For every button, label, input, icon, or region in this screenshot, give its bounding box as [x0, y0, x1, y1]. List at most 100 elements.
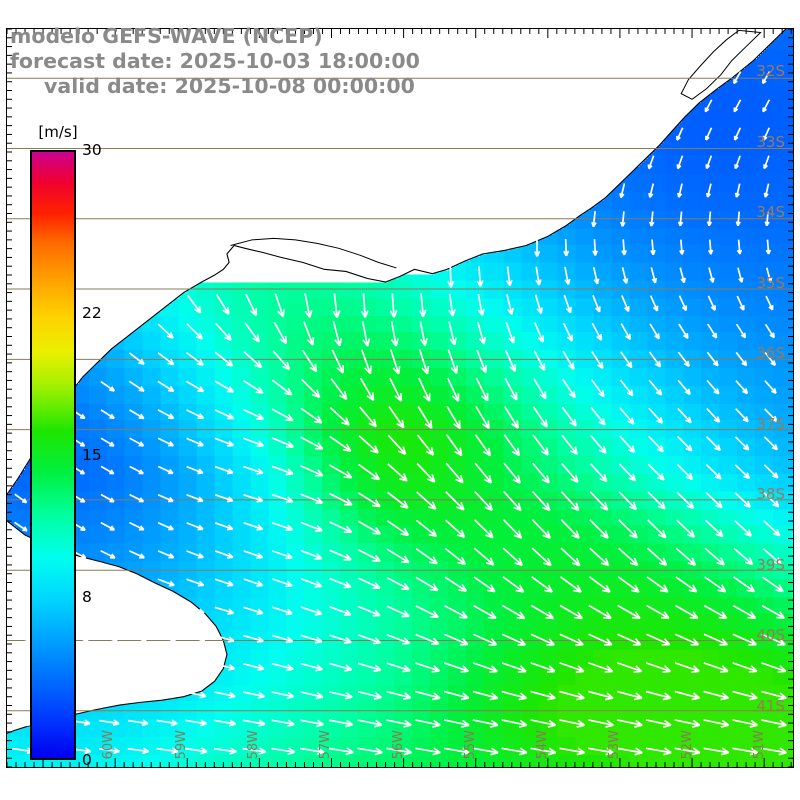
wind-arrow [560, 490, 580, 512]
wind-arrow [675, 547, 697, 566]
wind-arrow [386, 548, 410, 564]
wind-arrow [271, 379, 293, 396]
wind-arrow [501, 633, 527, 646]
wind-arrow [677, 183, 683, 198]
wind-arrow [592, 294, 601, 313]
wind-arrow [300, 378, 321, 399]
wind-arrow [734, 464, 751, 480]
axis-ticks [7, 29, 793, 767]
wind-arrow [705, 464, 722, 480]
wind-arrow [677, 351, 690, 367]
wind-arrow [533, 378, 547, 400]
wind-arrow [678, 295, 688, 312]
wind-arrow [647, 155, 655, 170]
wind-arrow [621, 295, 630, 312]
wind-arrow [417, 405, 433, 429]
wind-arrow [271, 550, 293, 560]
wind-arrow [764, 211, 770, 227]
wind-arrow [386, 690, 412, 701]
wind-arrow [156, 663, 177, 671]
wind-arrow [185, 719, 207, 727]
wind-arrow [358, 463, 380, 481]
wind-arrow [243, 550, 264, 559]
wind-arrow [501, 690, 528, 701]
wind-arrow [186, 493, 204, 503]
wind-arrow [707, 323, 718, 339]
wind-arrow [157, 493, 174, 503]
wind-arrow [562, 350, 575, 370]
wind-arrow [360, 349, 373, 375]
wind-arrow [214, 522, 234, 531]
wind-arrow [300, 436, 324, 450]
colorbar-legend[interactable]: [m/s] 30 22 15 8 0 [30, 123, 102, 769]
wind-arrow [444, 576, 468, 592]
wind-arrow [389, 293, 398, 318]
wind-arrow [592, 239, 598, 256]
wind-arrow [650, 239, 656, 256]
wind-arrow [703, 633, 729, 646]
wind-arrow [242, 691, 265, 699]
wind-arrow [358, 435, 379, 454]
wind-arrow [214, 691, 236, 699]
wind-arrow [14, 521, 28, 532]
wind-arrow [243, 351, 263, 369]
wind-arrow [732, 662, 758, 673]
wind-arrow [530, 662, 556, 674]
wind-arrow [214, 465, 234, 475]
wind-arrow [765, 239, 772, 255]
wind-arrow [99, 606, 117, 615]
wind-arrow [156, 719, 178, 727]
wind-arrow [534, 294, 543, 315]
wind-arrow [591, 211, 597, 228]
wind-arrow [649, 295, 659, 312]
wind-arrow [676, 519, 696, 538]
coastline-path [7, 29, 787, 495]
wind-arrow [475, 377, 489, 402]
plot-area[interactable]: 61W60W59W58W57W56W55W54W53W52W51W32S33S3… [6, 28, 794, 768]
wind-arrow [504, 350, 517, 373]
wind-arrow [674, 633, 700, 646]
wind-arrow [300, 493, 324, 505]
wind-arrow [765, 267, 773, 283]
wind-arrow [703, 604, 728, 619]
wind-arrow [765, 295, 774, 311]
wind-arrow [14, 493, 28, 504]
colorbar-gradient[interactable] [30, 150, 76, 760]
wind-arrow [359, 377, 375, 402]
wind-arrow [645, 719, 672, 728]
wind-arrow [646, 547, 668, 567]
wind-arrow [733, 99, 742, 113]
wind-arrow [650, 267, 658, 284]
wind-arrow [559, 604, 583, 620]
wind-arrow [703, 747, 730, 756]
coastline-path [7, 520, 228, 734]
wind-arrow [676, 463, 694, 481]
wind-arrow [732, 576, 756, 593]
wind-arrow [273, 321, 288, 345]
wind-arrow [243, 578, 264, 587]
wind-arrow [185, 663, 206, 671]
wind-arrow [300, 662, 323, 672]
wind-arrow [386, 662, 411, 673]
wind-arrow [128, 691, 148, 699]
wind-arrow [472, 747, 499, 756]
wind-arrow [331, 349, 344, 374]
wind-arrow [530, 633, 555, 646]
wind-arrow [533, 238, 541, 257]
wind-arrow [559, 633, 584, 646]
wind-arrow [304, 293, 313, 319]
wind-arrow [477, 293, 485, 316]
wind-arrow [706, 407, 721, 423]
wind-arrow [589, 463, 608, 483]
wind-arrow [156, 691, 178, 699]
wind-arrow [448, 293, 456, 317]
wind-arrow [100, 465, 115, 475]
wind-arrow [98, 747, 120, 755]
wind-arrow [386, 747, 412, 756]
wind-arrow [474, 462, 493, 484]
wind-arrow [214, 578, 234, 587]
wind-arrow [472, 662, 498, 674]
lon-label-52W: 52W [679, 729, 695, 759]
wind-arrow [271, 719, 295, 728]
wind-arrow [619, 407, 635, 425]
